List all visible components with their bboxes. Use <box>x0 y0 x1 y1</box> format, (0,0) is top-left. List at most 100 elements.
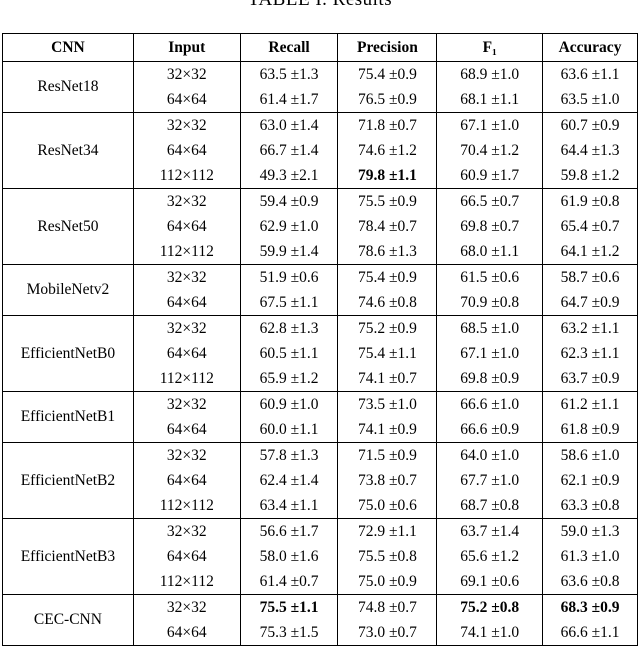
metric-cell: 71.5 ±0.9 <box>337 442 438 468</box>
input-size: 64×64 <box>132 417 241 443</box>
cnn-name: EfficientNetB2 <box>2 442 134 519</box>
row: 112×112 61.4 ±0.7 75.0 ±0.9 69.1 ±0.6 63.6 ±… <box>3 569 638 595</box>
metric-cell: 64.1 ±1.2 <box>542 239 638 265</box>
metric-cell: 63.5 ±1.3 <box>239 61 339 87</box>
metric-cell: 70.9 ±0.8 <box>436 290 544 316</box>
row: MobileNetv2 32×32 51.9 ±0.6 75.4 ±0.9 61.5 ±… <box>2 264 638 316</box>
metric-cell: 58.6 ±1.0 <box>542 442 638 468</box>
input-size: 112×112 <box>132 366 241 392</box>
row: EfficientNetB1 32×32 60.9 ±1.0 73.5 ±1.0 66.… <box>2 391 638 443</box>
metric-cell: 61.9 ±0.8 <box>542 188 638 214</box>
row: 112×112 65.9 ±1.2 74.1 ±0.7 69.8 ±0.9 63.7 ±… <box>3 366 638 392</box>
metric-cell: 71.8 ±0.7 <box>337 112 438 138</box>
metric-cell: 61.2 ±1.1 <box>542 391 638 417</box>
metric-cell: 59.4 ±0.9 <box>239 188 339 214</box>
metric-cell: 73.8 ±0.7 <box>337 468 438 493</box>
metric-cell: 75.3 ±1.5 <box>239 620 339 646</box>
group: MobileNetv2 32×32 51.9 ±0.6 75.4 ±0.9 61.5 ±… <box>2 264 638 316</box>
input-size: 64×64 <box>132 341 241 366</box>
metric-cell: 64.4 ±1.3 <box>542 138 638 163</box>
input-size: 64×64 <box>132 214 241 239</box>
group: EfficientNetB2 32×32 57.8 ±1.3 71.5 ±0.9 64.… <box>2 442 638 519</box>
row: ResNet34 32×32 63.0 ±1.4 71.8 ±0.7 67.1 ±1.0… <box>2 112 638 189</box>
metric-cell: 68.1 ±1.1 <box>436 87 544 113</box>
metric-cell: 65.6 ±1.2 <box>436 544 544 569</box>
metric-cell: 78.6 ±1.3 <box>337 239 438 265</box>
metric-cell: 69.1 ±0.6 <box>436 569 544 595</box>
metric-cell: 73.0 ±0.7 <box>337 620 438 646</box>
cnn-name: EfficientNetB3 <box>2 518 134 595</box>
metric-cell: 62.1 ±0.9 <box>542 468 638 493</box>
input-size: 112×112 <box>132 163 241 189</box>
metric-cell: 62.4 ±1.4 <box>239 468 339 493</box>
metric-cell: 56.6 ±1.7 <box>239 518 339 544</box>
row: 112×112 49.3 ±2.1 79.8 ±1.1 60.9 ±1.7 59.8 ±… <box>3 163 638 189</box>
row: 112×112 59.9 ±1.4 78.6 ±1.3 68.0 ±1.1 64.1 ±… <box>3 239 638 265</box>
metric-cell: 61.8 ±0.9 <box>542 417 638 443</box>
row: ResNet18 32×32 63.5 ±1.3 75.4 ±0.9 68.9 ±1.0… <box>2 61 638 113</box>
metric-cell: 74.6 ±1.2 <box>337 138 438 163</box>
metric-cell: 59.0 ±1.3 <box>542 518 638 544</box>
metric-cell: 69.8 ±0.9 <box>436 366 544 392</box>
input-size: 112×112 <box>132 493 241 519</box>
metric-cell: 79.8 ±1.1 <box>337 163 438 189</box>
metric-cell: 67.7 ±1.0 <box>436 468 544 493</box>
input-size: 32×32 <box>132 112 241 138</box>
metric-cell: 76.5 ±0.9 <box>337 87 438 113</box>
column-header: Accuracy <box>542 33 638 62</box>
row: 64×64 60.0 ±1.1 74.1 ±0.9 66.6 ±0.9 61.8 ±0.… <box>3 417 638 443</box>
metric-cell: 65.9 ±1.2 <box>239 366 339 392</box>
metric-cell: 75.2 ±0.8 <box>436 594 544 620</box>
metric-cell: 63.7 ±0.9 <box>542 366 638 392</box>
row: 64×64 62.9 ±1.0 78.4 ±0.7 69.8 ±0.7 65.4 ±0.… <box>3 214 638 239</box>
metric-cell: 67.1 ±1.0 <box>436 341 544 366</box>
cnn-name: ResNet50 <box>2 188 134 265</box>
header-row: CNN Input Recall Precision F₁ Accuracy <box>2 33 638 62</box>
input-size: 64×64 <box>132 620 241 646</box>
metric-cell: 49.3 ±2.1 <box>239 163 339 189</box>
metric-cell: 75.2 ±0.9 <box>337 315 438 341</box>
metric-cell: 74.1 ±0.7 <box>337 366 438 392</box>
metric-cell: 59.8 ±1.2 <box>542 163 638 189</box>
metric-cell: 72.9 ±1.1 <box>337 518 438 544</box>
metric-cell: 63.7 ±1.4 <box>436 518 544 544</box>
metric-cell: 74.1 ±0.9 <box>337 417 438 443</box>
metric-cell: 59.9 ±1.4 <box>239 239 339 265</box>
row: 64×64 62.4 ±1.4 73.8 ±0.7 67.7 ±1.0 62.1 ±0.… <box>3 468 638 493</box>
row: EfficientNetB2 32×32 57.8 ±1.3 71.5 ±0.9 64.… <box>2 442 638 519</box>
metric-cell: 63.2 ±1.1 <box>542 315 638 341</box>
metric-cell: 66.6 ±1.1 <box>542 620 638 646</box>
metric-cell: 74.1 ±1.0 <box>436 620 544 646</box>
input-size: 64×64 <box>132 544 241 569</box>
group: EfficientNetB0 32×32 62.8 ±1.3 75.2 ±0.9 68.… <box>2 315 638 392</box>
metric-cell: 66.5 ±0.7 <box>436 188 544 214</box>
input-size: 32×32 <box>132 442 241 468</box>
input-size: 32×32 <box>132 264 241 290</box>
input-size: 32×32 <box>132 391 241 417</box>
table-title: TABLE I. Results <box>0 0 640 11</box>
input-size: 112×112 <box>132 239 241 265</box>
input-size: 64×64 <box>132 290 241 316</box>
metric-cell: 67.5 ±1.1 <box>239 290 339 316</box>
metric-cell: 74.6 ±0.8 <box>337 290 438 316</box>
input-size: 32×32 <box>132 594 241 620</box>
results-table: CNN Input Recall Precision F₁ Accuracy ResNet… <box>2 33 638 646</box>
metric-cell: 63.0 ±1.4 <box>239 112 339 138</box>
metric-cell: 66.6 ±1.0 <box>436 391 544 417</box>
group: CEC-CNN 32×32 75.5 ±1.1 74.8 ±0.7 75.2 ±0.8 6… <box>2 594 638 646</box>
row: EfficientNetB0 32×32 62.8 ±1.3 75.2 ±0.9 68.… <box>2 315 638 392</box>
metric-cell: 65.4 ±0.7 <box>542 214 638 239</box>
metric-cell: 75.4 ±0.9 <box>337 264 438 290</box>
row: 64×64 58.0 ±1.6 75.5 ±0.8 65.6 ±1.2 61.3 ±1.… <box>3 544 638 569</box>
metric-cell: 64.0 ±1.0 <box>436 442 544 468</box>
metric-cell: 60.0 ±1.1 <box>239 417 339 443</box>
metric-cell: 69.8 ±0.7 <box>436 214 544 239</box>
metric-cell: 63.5 ±1.0 <box>542 87 638 113</box>
metric-cell: 67.1 ±1.0 <box>436 112 544 138</box>
metric-cell: 58.0 ±1.6 <box>239 544 339 569</box>
metric-cell: 63.6 ±1.1 <box>542 61 638 87</box>
metric-cell: 62.9 ±1.0 <box>239 214 339 239</box>
column-header: Input <box>132 33 241 62</box>
group: ResNet34 32×32 63.0 ±1.4 71.8 ±0.7 67.1 ±1.0… <box>2 112 638 189</box>
row: CEC-CNN 32×32 75.5 ±1.1 74.8 ±0.7 75.2 ±0.8 6… <box>2 594 638 646</box>
